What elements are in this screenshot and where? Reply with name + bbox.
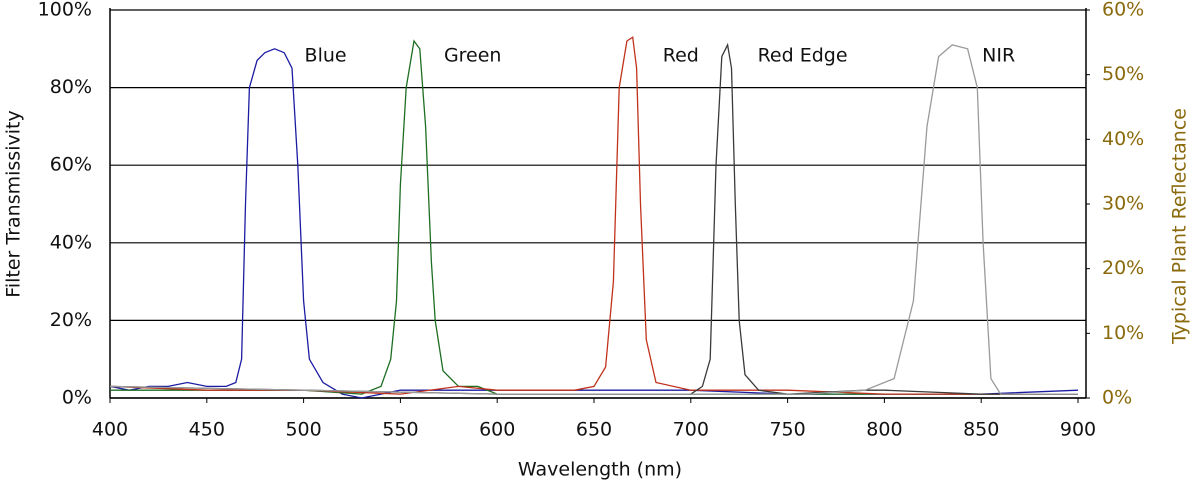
y-tick-label: 20% [50, 309, 92, 331]
x-tick-label: 900 [1060, 419, 1096, 441]
legend-label: Red [663, 45, 699, 67]
y2-axis-label: Typical Plant Reflectance [1169, 108, 1191, 345]
x-tick-label: 450 [189, 419, 225, 441]
x-tick-label: 550 [382, 419, 418, 441]
x-tick-label: 700 [673, 419, 709, 441]
series-line [109, 44, 1078, 395]
series-line [109, 42, 1078, 395]
y2-tick-label: 40% [1102, 128, 1144, 150]
y2-tick-label: 60% [1102, 0, 1144, 21]
x-tick-label: 500 [285, 419, 321, 441]
legend-label: NIR [982, 45, 1015, 67]
y-tick-label: 100% [38, 0, 92, 21]
y-tick-label: 60% [50, 154, 92, 176]
x-tick-label: 650 [576, 419, 612, 441]
y2-tick-label: 20% [1102, 257, 1144, 279]
y-tick-label: 80% [50, 76, 92, 98]
y-tick-label: 40% [50, 231, 92, 253]
x-tick-label: 800 [866, 419, 902, 441]
legend-label: Blue [305, 45, 347, 67]
y2-tick-label: 50% [1102, 63, 1144, 85]
y-axis-label: Filter Transmissivity [3, 110, 25, 297]
legend-label: Green [444, 45, 502, 67]
y2-tick-label: 0% [1102, 387, 1132, 409]
x-tick-label: 750 [769, 419, 805, 441]
legend-label: Red Edge [758, 45, 848, 67]
y2-tick-label: 10% [1102, 322, 1144, 344]
x-tick-label: 850 [963, 419, 999, 441]
y2-tick-label: 30% [1102, 193, 1144, 215]
y-tick-label: 0% [62, 387, 92, 409]
x-tick-label: 600 [479, 419, 515, 441]
series-line [109, 48, 1079, 399]
x-axis-label: Wavelength (nm) [518, 459, 682, 481]
series-line [109, 36, 1078, 395]
x-tick-label: 400 [92, 419, 128, 441]
